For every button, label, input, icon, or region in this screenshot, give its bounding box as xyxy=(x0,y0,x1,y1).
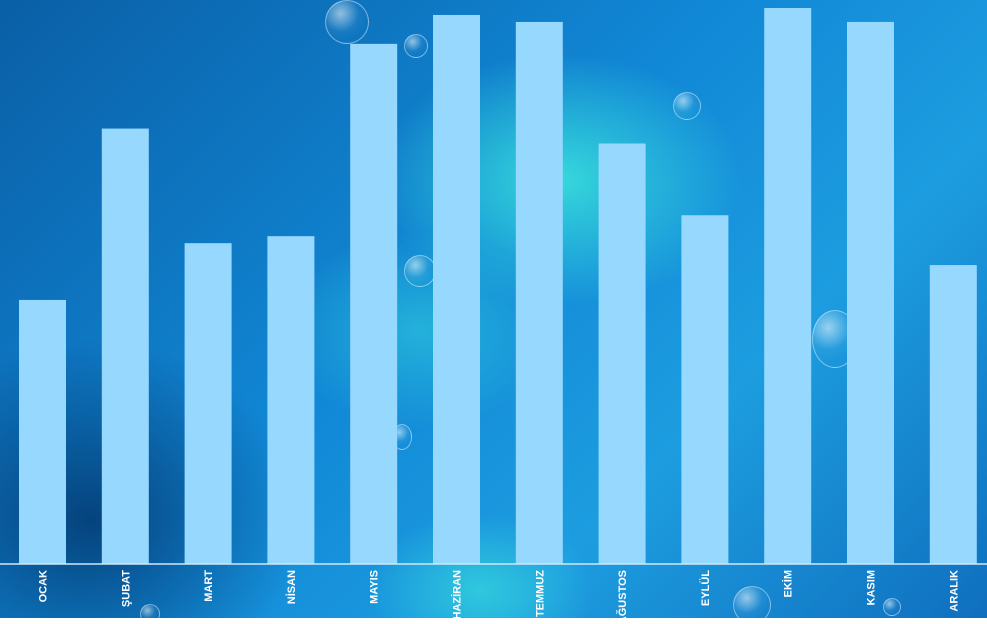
x-tick-label: EYLÜL xyxy=(699,570,712,606)
x-tick-label: ŞUBAT xyxy=(120,570,132,607)
x-tick-label: EKİM xyxy=(782,570,795,598)
x-tick-label: TEMMUZ xyxy=(534,570,546,617)
x-tick-label: MART xyxy=(203,570,215,602)
bar-eylül xyxy=(681,215,729,564)
bubble-decoration xyxy=(883,598,901,616)
bar-ni̇san xyxy=(267,236,315,565)
bubble-decoration xyxy=(673,92,701,120)
x-tick-label: MAYIS xyxy=(369,570,381,604)
bubble-decoration xyxy=(404,255,436,287)
bar-mart xyxy=(184,243,232,564)
bar-şubat xyxy=(101,128,149,564)
x-tick-labels: OCAK ŞUBAT MART NİSAN MAYIS HAZİRAN TEMMUZ AĞUS… xyxy=(38,570,961,618)
x-tick-label: NİSAN xyxy=(285,570,298,604)
bubble-decoration xyxy=(325,0,369,44)
x-tick-label: KASIM xyxy=(866,570,878,605)
x-tick-label: AĞUSTOS xyxy=(616,570,629,618)
bar-eki̇m xyxy=(764,7,812,564)
bar-hazi̇ran xyxy=(433,14,480,565)
bar-temmuz xyxy=(515,21,563,564)
bubble-decoration xyxy=(404,34,428,58)
bars-group xyxy=(19,7,977,565)
bar-ağustos xyxy=(598,143,646,564)
x-tick-label: ARALIK xyxy=(948,570,960,612)
x-tick-label: OCAK xyxy=(38,570,50,602)
bar-kasim xyxy=(847,21,894,564)
bar-mayis xyxy=(350,43,398,565)
bar-ocak xyxy=(19,299,66,564)
x-tick-label: HAZİRAN xyxy=(451,570,464,618)
bar-aralik xyxy=(929,265,977,564)
